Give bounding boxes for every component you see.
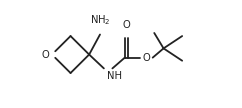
Text: O: O (41, 50, 49, 60)
Text: NH: NH (107, 71, 122, 81)
Text: O: O (122, 20, 130, 30)
Text: O: O (143, 53, 150, 63)
Text: NH$_2$: NH$_2$ (90, 13, 110, 27)
